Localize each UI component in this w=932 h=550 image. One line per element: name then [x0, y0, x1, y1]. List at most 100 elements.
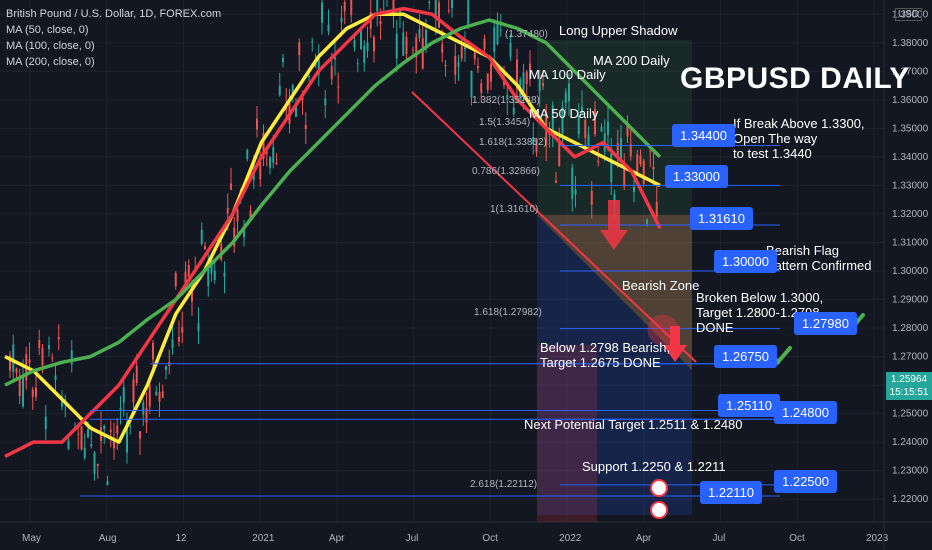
y-tick-label: 1.27000	[892, 352, 929, 363]
candle-body	[207, 264, 210, 287]
candle-body	[607, 121, 609, 135]
y-tick-label: 1.23000	[892, 466, 929, 477]
candle-body	[249, 210, 252, 218]
candle-body	[38, 340, 41, 349]
candle-body	[353, 40, 356, 48]
annotation-bearish-flag-line1: Bearish Flag	[766, 243, 839, 258]
y-tick-label: 1.22000	[892, 494, 929, 505]
badge-1-30000[interactable]: 1.30000	[714, 250, 777, 273]
badge-1-33000[interactable]: 1.33000	[665, 165, 728, 188]
candle-body	[113, 438, 115, 449]
candle-body	[529, 63, 531, 79]
candle-body	[451, 0, 453, 9]
annotation-break-above-line1: If Break Above 1.3300,	[733, 116, 865, 131]
candle-body	[434, 0, 437, 19]
candle-body	[610, 153, 613, 183]
candle-body	[330, 66, 333, 80]
fib-label: 0.786(1.32866)	[472, 166, 540, 177]
candle-body	[405, 36, 408, 55]
candle-body	[584, 120, 587, 139]
candle-body	[655, 201, 658, 217]
annotation-long-upper-shadow: Long Upper Shadow	[559, 23, 678, 38]
badge-1-31610[interactable]: 1.31610	[690, 207, 753, 230]
candle-body	[376, 0, 379, 12]
candle-body	[564, 92, 567, 104]
candle-body	[555, 180, 557, 183]
candle-body	[600, 126, 603, 132]
last-price-tag: 1.25964 15:15:51	[886, 372, 932, 400]
candle-body	[473, 52, 476, 60]
candle-body	[649, 150, 652, 152]
candle-body	[181, 327, 184, 333]
badge-1-22500[interactable]: 1.22500	[774, 470, 837, 493]
candle-body	[165, 365, 167, 371]
annotation-broken-below: Broken Below 1.3000, Target 1.2800-1.279…	[696, 290, 823, 335]
candle-body	[324, 98, 327, 106]
fib-label: (1.37480)	[505, 29, 548, 40]
candle-body	[174, 272, 177, 287]
badge-1-34400[interactable]: 1.34400	[672, 124, 735, 147]
candle-body	[18, 378, 21, 396]
annotation-break-above: If Break Above 1.3300, Open The way to t…	[733, 116, 865, 161]
candle-body	[590, 190, 593, 205]
candle-body	[152, 342, 154, 360]
candle-body	[295, 102, 297, 117]
y-tick-label: 1.35000	[892, 123, 929, 134]
fib-zone-red	[537, 345, 597, 522]
candle-body	[223, 272, 226, 278]
badge-1-22110[interactable]: 1.22110	[700, 481, 763, 504]
candle-body	[171, 339, 174, 349]
fib-label: 2.618(1.22112)	[470, 479, 537, 490]
candle-body	[551, 105, 554, 132]
annotation-next-target: Next Potential Target 1.2511 & 1.2480	[524, 417, 743, 432]
candle-body	[35, 387, 37, 397]
candle-body	[587, 134, 590, 146]
ma-line-1	[4, 6, 662, 458]
badge-1-27980[interactable]: 1.27980	[794, 312, 857, 335]
candle-body	[139, 431, 141, 439]
candle-body	[197, 323, 200, 332]
y-tick-label: 1.29000	[892, 295, 929, 306]
badge-1-24800[interactable]: 1.24800	[774, 401, 837, 424]
y-tick-label: 1.32000	[892, 209, 929, 220]
x-tick-label: Jul	[713, 533, 726, 544]
annotation-bearish-flag-line2: Pattern Confirmed	[766, 258, 872, 273]
candle-body	[373, 37, 375, 52]
candle-body	[652, 166, 655, 170]
candle-body	[200, 229, 203, 245]
x-tick-label: Jul	[406, 533, 419, 544]
candle-body	[360, 28, 362, 49]
y-tick-label: 1.39000	[892, 9, 929, 20]
bar-countdown: 15:15:51	[889, 387, 929, 398]
y-tick-label: 1.37000	[892, 66, 929, 77]
candle-body	[623, 168, 626, 187]
candle-body	[577, 116, 580, 135]
flag-us-icon	[650, 501, 668, 519]
candle-body	[525, 71, 528, 85]
candle-body	[454, 55, 457, 75]
y-tick-label: 1.33000	[892, 180, 929, 191]
candle-body	[77, 434, 80, 436]
candle-body	[311, 41, 314, 43]
candle-body	[597, 160, 600, 163]
candle-body	[187, 264, 190, 277]
x-tick-label: 2022	[559, 533, 582, 544]
y-tick-label: 1.34000	[892, 152, 929, 163]
candle-body	[246, 149, 249, 159]
candle-body	[15, 368, 18, 373]
candle-body	[512, 107, 515, 114]
candle-body	[243, 229, 245, 238]
y-tick-label: 1.36000	[892, 95, 929, 106]
candle-body	[444, 65, 447, 67]
candle-body	[191, 286, 193, 302]
candle-body	[447, 9, 450, 12]
candle-body	[642, 160, 645, 185]
badge-1-25110[interactable]: 1.25110	[718, 394, 781, 417]
candle-body	[363, 45, 366, 63]
flag-gb-icon	[650, 479, 668, 497]
candle-body	[470, 70, 473, 98]
y-tick-label: 1.25000	[892, 409, 929, 420]
badge-1-26750[interactable]: 1.26750	[714, 345, 777, 368]
candle-body	[31, 389, 34, 397]
